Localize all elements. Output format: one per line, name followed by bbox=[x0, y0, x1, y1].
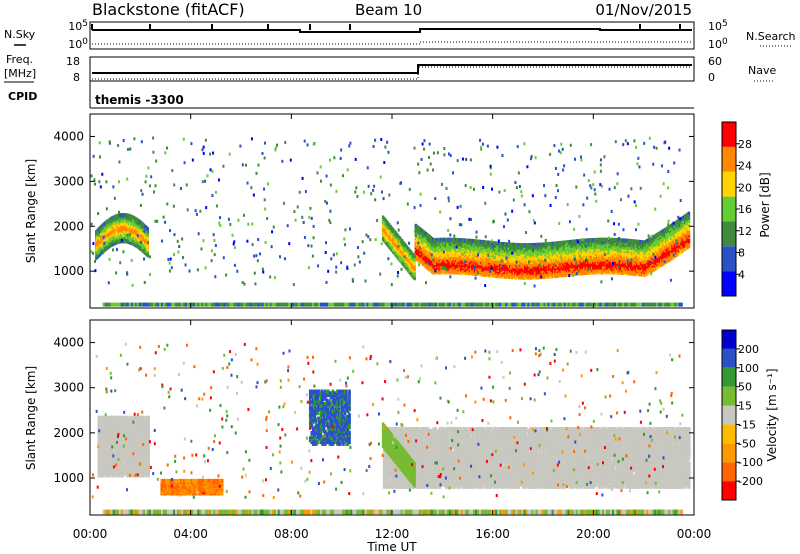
power-plot-frame bbox=[90, 114, 694, 308]
nsearch-tick-bottom: 100 bbox=[708, 37, 728, 51]
radar-summary-figure: Blackstone (fitACF) Beam 10 01/Nov/2015 bbox=[0, 0, 800, 554]
freq-tick-top: 18 bbox=[66, 55, 80, 68]
mhz-label: [MHz] bbox=[4, 67, 36, 80]
date-title: 01/Nov/2015 bbox=[595, 1, 692, 19]
nave-tick-top: 60 bbox=[708, 55, 722, 68]
freq-tick-bottom: 8 bbox=[73, 71, 80, 84]
cpid-value: themis -3300 bbox=[95, 93, 184, 107]
nsearch-label: N.Search bbox=[746, 30, 796, 43]
nave-label: Nave bbox=[748, 64, 776, 77]
cpid-label: CPID bbox=[8, 90, 37, 103]
status-panel: N.Sky Freq. [MHz] CPID 105 100 18 8 105 … bbox=[4, 19, 796, 108]
freq-label: Freq. bbox=[6, 53, 33, 66]
freq-trace bbox=[92, 65, 692, 73]
nsky-label: N.Sky bbox=[4, 28, 36, 41]
nsky-trace bbox=[92, 29, 692, 32]
nave-tick-bottom: 0 bbox=[708, 71, 715, 84]
nsky-tick-bottom: 100 bbox=[68, 37, 88, 51]
nsearch-tick-top: 105 bbox=[708, 19, 728, 33]
nsky-tick-top: 105 bbox=[68, 19, 88, 33]
power-cell bbox=[688, 212, 690, 216]
beam-title: Beam 10 bbox=[355, 1, 422, 19]
station-title: Blackstone (fitACF) bbox=[92, 0, 245, 19]
nsearch-trace bbox=[92, 42, 692, 44]
